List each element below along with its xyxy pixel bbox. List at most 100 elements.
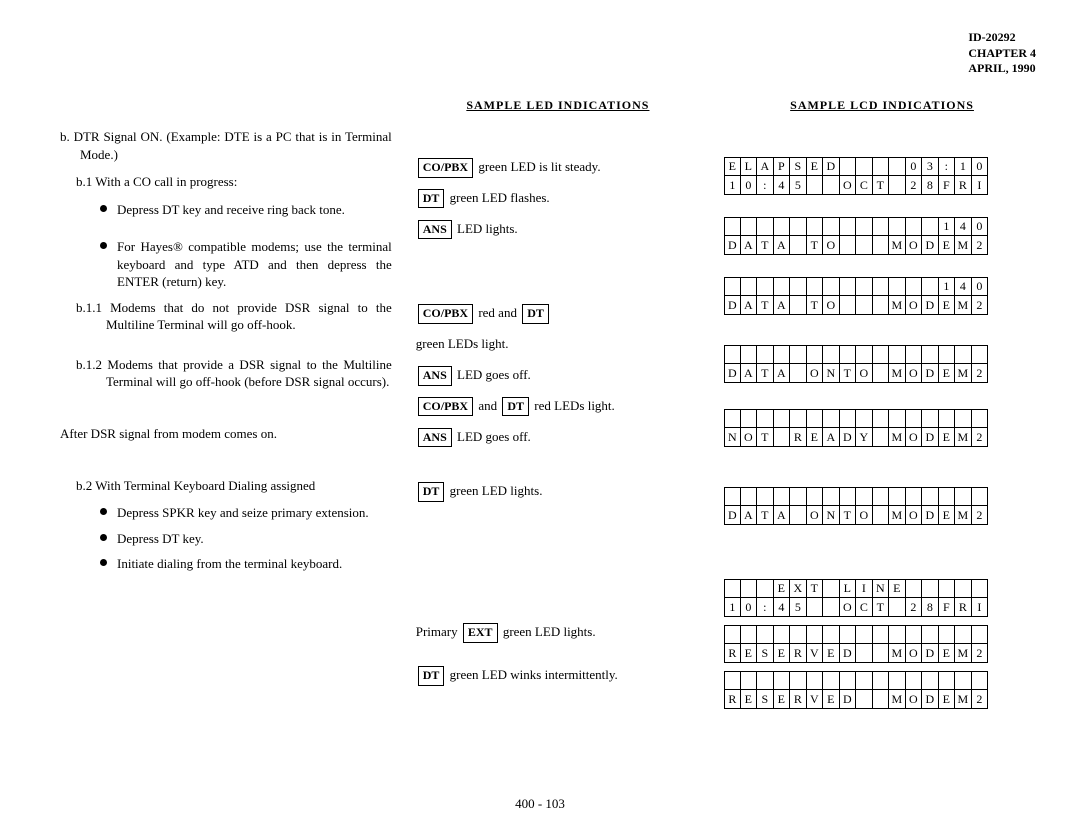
- lcd-cell: [873, 506, 890, 525]
- lcd-cell: 2: [972, 296, 989, 315]
- lcd-row: ELAPSED03:10: [724, 157, 1040, 176]
- lcd-cell: 2: [906, 598, 923, 617]
- lcd-cell: 1: [939, 217, 956, 236]
- lcd-cell: R: [955, 176, 972, 195]
- lcd-cell: [889, 671, 906, 690]
- lcd-cell: [889, 625, 906, 644]
- lcd-cell: T: [757, 296, 774, 315]
- lcd-cell: [955, 579, 972, 598]
- lcd-cell: D: [724, 364, 741, 383]
- lcd-cell: T: [757, 236, 774, 255]
- lcd-cell: :: [757, 176, 774, 195]
- lcd-cell: [774, 345, 791, 364]
- lcd-row: DATAONTOMODEM2: [724, 506, 1040, 525]
- lcd-cell: [790, 625, 807, 644]
- lcd-cell: [873, 690, 890, 709]
- lcd-cell: [823, 598, 840, 617]
- lcd-cell: [774, 487, 791, 506]
- lcd-cell: [972, 345, 989, 364]
- led-text: red and: [475, 305, 520, 320]
- bullet-icon: [100, 242, 107, 249]
- lcd-cell: T: [757, 506, 774, 525]
- lcd-cell: R: [724, 644, 741, 663]
- lcd-display: NOTREADYMODEM2: [724, 409, 1040, 447]
- bullet-text: For Hayes® compatible modems; use the te…: [117, 238, 392, 291]
- lcd-cell: [856, 644, 873, 663]
- lcd-cell: T: [873, 176, 890, 195]
- key-label: CO/PBX: [418, 304, 473, 324]
- lcd-cell: [873, 671, 890, 690]
- lcd-cell: T: [807, 579, 824, 598]
- bullet-item: For Hayes® compatible modems; use the te…: [60, 238, 392, 291]
- lcd-cell: D: [840, 690, 857, 709]
- lcd-cell: T: [873, 598, 890, 617]
- lcd-cell: [757, 409, 774, 428]
- lcd-cell: M: [889, 644, 906, 663]
- lcd-cell: [922, 625, 939, 644]
- lcd-cell: O: [906, 236, 923, 255]
- lcd-cell: [922, 409, 939, 428]
- led-row: DT green LED flashes.: [416, 188, 700, 209]
- lcd-cell: A: [774, 296, 791, 315]
- led-row: ANS LED goes off.: [416, 427, 700, 448]
- lcd-cell: [889, 409, 906, 428]
- lcd-cell: E: [774, 579, 791, 598]
- lcd-row: 10:45OCT28FRI: [724, 598, 1040, 617]
- lcd-cell: F: [939, 598, 956, 617]
- lcd-cell: 2: [972, 428, 989, 447]
- lcd-cell: [807, 625, 824, 644]
- lcd-cell: [774, 625, 791, 644]
- lcd-cell: [840, 671, 857, 690]
- lcd-cell: [724, 625, 741, 644]
- lcd-cell: E: [774, 690, 791, 709]
- lcd-cell: E: [807, 428, 824, 447]
- key-label: ANS: [418, 220, 452, 240]
- lcd-cell: [790, 296, 807, 315]
- lcd-cell: [906, 277, 923, 296]
- lcd-cell: D: [922, 236, 939, 255]
- lcd-cell: 1: [939, 277, 956, 296]
- lcd-cell: [955, 409, 972, 428]
- lcd-cell: [790, 409, 807, 428]
- lcd-cell: A: [774, 364, 791, 383]
- para-b11: b.1.1 Modems that do not provide DSR sig…: [60, 299, 392, 334]
- lcd-cell: [757, 487, 774, 506]
- lcd-cell: 0: [741, 598, 758, 617]
- led-row: DT green LED winks intermittently.: [416, 665, 700, 686]
- lcd-cell: [807, 598, 824, 617]
- doc-id: ID-20292: [968, 30, 1036, 46]
- lcd-cell: [840, 487, 857, 506]
- lcd-cell: [774, 409, 791, 428]
- lcd-cell: [873, 217, 890, 236]
- lcd-display: 140DATATOMODEM2: [724, 277, 1040, 315]
- lcd-cell: A: [823, 428, 840, 447]
- lcd-cell: A: [741, 506, 758, 525]
- lcd-cell: [906, 217, 923, 236]
- lcd-cell: [939, 671, 956, 690]
- lcd-cell: [823, 625, 840, 644]
- lcd-cell: D: [922, 428, 939, 447]
- lcd-cell: [873, 625, 890, 644]
- lcd-cell: [741, 409, 758, 428]
- lcd-cell: M: [955, 428, 972, 447]
- key-label: ANS: [418, 366, 452, 386]
- lcd-cell: [724, 487, 741, 506]
- lcd-cell: D: [724, 296, 741, 315]
- lcd-cell: D: [840, 428, 857, 447]
- lcd-cell: 2: [972, 690, 989, 709]
- lcd-cell: A: [774, 236, 791, 255]
- lcd-cell: D: [922, 644, 939, 663]
- lcd-cell: R: [790, 690, 807, 709]
- lcd-cell: O: [906, 690, 923, 709]
- lcd-cell: [724, 671, 741, 690]
- mid-column: SAMPLE LED INDICATIONS CO/PBX green LED …: [416, 98, 700, 709]
- lcd-cell: I: [972, 176, 989, 195]
- lcd-cell: M: [955, 644, 972, 663]
- lcd-cell: [922, 217, 939, 236]
- lcd-cell: M: [889, 236, 906, 255]
- lcd-cell: 1: [724, 176, 741, 195]
- lcd-cell: :: [939, 157, 956, 176]
- lcd-cell: [840, 277, 857, 296]
- lcd-cell: [939, 625, 956, 644]
- lcd-cell: [741, 277, 758, 296]
